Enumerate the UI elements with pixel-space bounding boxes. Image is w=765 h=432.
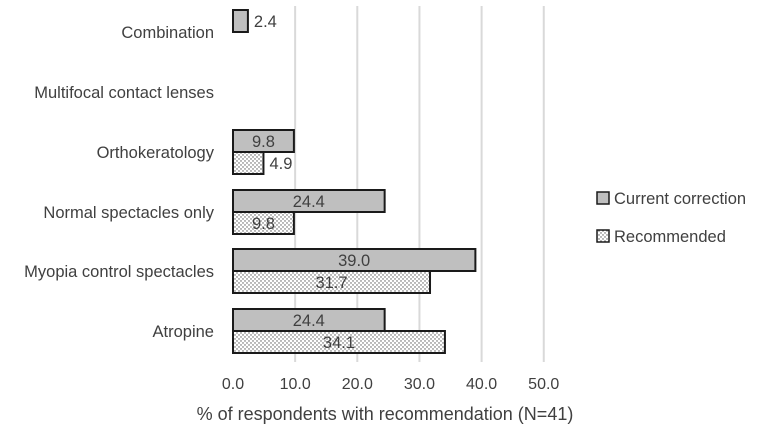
legend-label: Current correction (614, 190, 746, 208)
category-labels: Combination Multifocal contact lenses Orth… (24, 24, 215, 341)
x-tick-labels: 0.0 10.0 20.0 30.0 40.0 50.0 (222, 376, 560, 393)
category-label: Myopia control spectacles (24, 263, 214, 281)
data-label: 4.9 (269, 155, 292, 173)
bar-current-correction (232, 9, 249, 33)
bar-current-correction (232, 189, 386, 213)
x-axis-title: % of respondents with recommendation (N=… (197, 404, 574, 424)
x-tick-label: 10.0 (280, 376, 311, 393)
category-label: Orthokeratology (97, 144, 215, 162)
data-label: 24.4 (293, 193, 325, 211)
x-tick-label: 40.0 (466, 376, 497, 393)
category-label: Combination (121, 24, 214, 42)
data-label: 9.8 (252, 215, 275, 233)
data-label: 2.4 (254, 13, 277, 31)
data-label: 34.1 (323, 334, 355, 352)
x-tick-label: 0.0 (222, 376, 244, 393)
legend: Current correction Recommended (596, 190, 746, 246)
data-label: 39.0 (338, 252, 370, 270)
category-label: Atropine (153, 323, 214, 341)
bars: 2.4 9.8 4.9 24.4 9.8 39.0 31.7 24.4 34.1 (232, 9, 477, 354)
legend-swatch-recommended (596, 229, 610, 243)
category-label: Multifocal contact lenses (34, 84, 214, 102)
legend-label: Recommended (614, 228, 726, 246)
x-tick-label: 20.0 (342, 376, 373, 393)
category-label: Normal spectacles only (43, 204, 214, 222)
bar-recommended (232, 270, 432, 294)
bar-recommended (232, 330, 446, 354)
bar-recommended (232, 151, 265, 175)
x-tick-label: 50.0 (528, 376, 559, 393)
data-label: 31.7 (315, 274, 347, 292)
data-label: 9.8 (252, 133, 275, 151)
bar-recommended (232, 211, 295, 235)
gridlines (294, 6, 545, 362)
legend-swatch-current-correction (596, 191, 610, 205)
data-label: 24.4 (293, 312, 325, 330)
x-tick-label: 30.0 (404, 376, 435, 393)
